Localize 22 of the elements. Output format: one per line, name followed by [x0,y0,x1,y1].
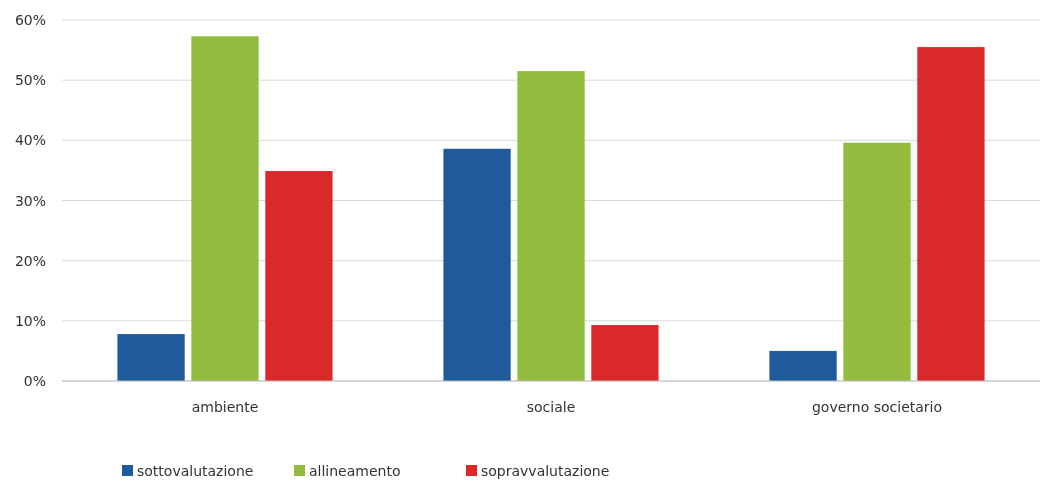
legend-label: sottovalutazione [137,463,254,479]
x-tick-label: sociale [526,399,576,415]
bar [591,325,659,381]
bar [843,142,911,381]
x-tick-label: governo societario [811,399,943,415]
y-tick-label: 30% [14,192,46,209]
y-tick-label: 60% [14,12,46,28]
y-tick-label: 0% [23,373,46,389]
bar [917,47,985,381]
legend-label: allineamento [309,463,401,479]
bar [443,148,511,381]
legend-label: sopravvalutazione [481,463,610,479]
y-tick-label: 50% [14,72,46,89]
bar [517,71,585,381]
x-tick-label: ambiente [191,399,259,415]
bar [117,334,185,381]
bar [769,350,837,381]
bar [265,171,333,381]
y-tick-label: 10% [14,312,46,329]
y-tick-label: 20% [14,252,46,269]
bar [191,36,259,381]
y-tick-label: 40% [14,132,46,149]
